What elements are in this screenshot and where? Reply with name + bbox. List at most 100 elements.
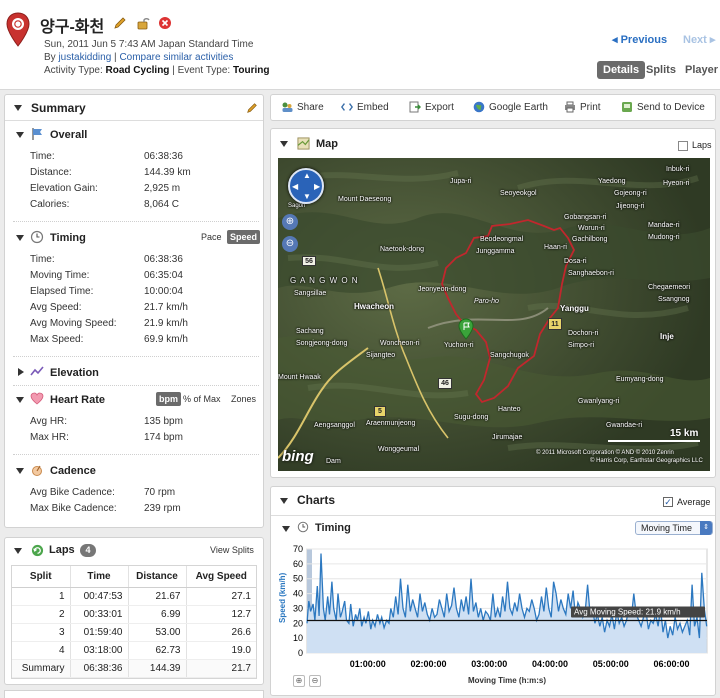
cell-distance: 53.00: [128, 623, 187, 642]
toggle-pace[interactable]: Pace: [201, 232, 222, 242]
average-speed-callout: Avg Moving Speed: 21.9 km/h: [571, 606, 705, 618]
pan-control[interactable]: ▲ ▼ ◀ ▶: [288, 168, 324, 204]
pan-left-icon[interactable]: ◀: [292, 182, 299, 191]
cell-distance: 6.99: [128, 605, 187, 624]
summary-title: Summary: [31, 101, 86, 115]
expand-elevation-icon[interactable]: [18, 368, 24, 376]
map-place-label: Jijeong-ri: [616, 203, 645, 210]
byline-separator: |: [114, 52, 117, 63]
route-map[interactable]: Sagon Jupa-ri Seoyeokgol Yaedong Gojeong…: [278, 158, 710, 471]
tab-player[interactable]: Player: [685, 64, 719, 76]
average-checkbox[interactable]: ✓: [663, 497, 673, 507]
toggle-speed[interactable]: Speed: [227, 230, 261, 244]
col-split[interactable]: Split: [12, 566, 71, 588]
tab-details[interactable]: Details: [597, 61, 646, 79]
embed-button[interactable]: Embed: [341, 101, 389, 113]
map-place-label: Paro-ho: [474, 298, 499, 305]
previous-arrow-icon: ◂: [612, 34, 618, 46]
map-place-label: Aengsanggol: [314, 422, 355, 429]
print-button[interactable]: Print: [564, 101, 601, 113]
timing-label: Max Speed:: [30, 334, 84, 345]
chart-zoom-in-icon[interactable]: ⊕: [293, 675, 305, 687]
laps-refresh-icon: [31, 544, 44, 557]
col-avg-speed[interactable]: Avg Speed: [186, 566, 256, 588]
laps-checkbox[interactable]: [678, 141, 688, 151]
tab-splits[interactable]: Splits: [646, 64, 676, 76]
table-row[interactable]: 3 01:59:40 53.00 26.6: [12, 623, 256, 642]
map-place-label: Yaedong: [598, 178, 626, 185]
activity-type-value: Road Cycling: [105, 65, 170, 76]
table-row[interactable]: 2 00:33:01 6.99 12.7: [12, 605, 256, 624]
event-type-label: | Event Type:: [172, 65, 231, 76]
y-axis-ticks: 0 10 20 30 40 50 60 70: [293, 544, 303, 658]
map-place-label: Mount Hwaak: [278, 374, 321, 381]
col-time[interactable]: Time: [70, 566, 129, 588]
share-button[interactable]: Share: [281, 101, 324, 113]
edit-pencil-icon[interactable]: [113, 16, 127, 30]
next-label: Next: [683, 34, 707, 46]
collapse-map-icon[interactable]: [280, 141, 288, 147]
table-row[interactable]: 1 00:47:53 21.67 27.1: [12, 587, 256, 606]
collapse-laps-icon[interactable]: [14, 548, 22, 554]
timing-value: 21.9 km/h: [144, 318, 188, 329]
y-tick-label: 0: [298, 648, 303, 658]
collapse-heart-rate-icon[interactable]: [16, 397, 24, 403]
previous-link[interactable]: ◂ Previous: [612, 33, 667, 46]
compare-similar-link[interactable]: Compare similar activities: [119, 52, 234, 63]
map-place-label: Ssangnog: [658, 296, 690, 303]
clock-icon: [30, 230, 44, 244]
collapse-timing-icon[interactable]: [16, 235, 24, 241]
delete-icon[interactable]: [158, 16, 172, 30]
pan-up-icon[interactable]: ▲: [303, 171, 311, 180]
cell-avg-speed: 27.1: [186, 587, 256, 606]
pan-right-icon[interactable]: ▶: [314, 182, 321, 191]
pan-down-icon[interactable]: ▼: [303, 192, 311, 201]
table-summary-row: Summary 06:38:36 144.39 21.7: [12, 659, 256, 678]
toggle-zones[interactable]: Zones: [231, 394, 257, 404]
export-icon: [409, 101, 421, 113]
toggle-bpm[interactable]: bpm: [156, 392, 181, 406]
overall-value: 2,925 m: [144, 183, 181, 194]
edit-summary-icon[interactable]: [246, 102, 258, 114]
send-to-device-button[interactable]: Send to Device: [621, 101, 705, 113]
map-place-label: Naetook-dong: [380, 246, 424, 253]
overall-label: Time:: [30, 151, 55, 162]
map-place-label: Woncheon-ri: [380, 340, 420, 347]
table-row[interactable]: 4 03:18:00 62.73 19.0: [12, 641, 256, 660]
start-marker-icon[interactable]: [458, 318, 474, 340]
map-place-label: Wonggeumal: [378, 446, 420, 453]
previous-label: Previous: [620, 34, 668, 46]
map-place-label: Hyeon-ri: [663, 180, 690, 187]
map-place-label: Jeonyeon-dong: [418, 286, 467, 293]
export-button[interactable]: Export: [409, 101, 454, 113]
toggle-percent-max[interactable]: % of Max: [183, 394, 221, 404]
y-axis-scrollbar[interactable]: [307, 549, 312, 653]
select-arrows-icon: ⇕: [700, 521, 712, 535]
collapse-charts-icon[interactable]: [280, 498, 288, 504]
x-axis-select[interactable]: Moving Time ⇕: [635, 521, 713, 535]
collapse-overall-icon[interactable]: [16, 132, 24, 138]
map-place-label: Yanggu: [560, 304, 589, 313]
map-place-label: Jupa-ri: [450, 178, 472, 185]
collapse-summary-icon[interactable]: [14, 105, 22, 111]
chart-zoom-out-icon[interactable]: ⊖: [309, 675, 321, 687]
collapse-timing-chart-icon[interactable]: [282, 526, 290, 532]
lock-open-icon[interactable]: [136, 16, 150, 30]
col-distance[interactable]: Distance: [128, 566, 187, 588]
view-splits-link[interactable]: View Splits: [210, 545, 254, 555]
cell-time: 00:33:01: [70, 605, 129, 624]
map-place-label: Sachang: [296, 328, 324, 335]
zoom-in-icon[interactable]: ⊕: [282, 214, 298, 230]
next-link[interactable]: Next ▸: [683, 33, 715, 46]
y-tick-label: 70: [293, 544, 303, 554]
speed-chart[interactable]: 0 10 20 30 40 50 60 70 01:00:00 02:00:00 03:00:00…: [275, 541, 715, 693]
collapse-cadence-icon[interactable]: [16, 468, 24, 474]
zoom-out-icon[interactable]: ⊖: [282, 236, 298, 252]
cell-split: Summary: [12, 659, 71, 678]
google-earth-button[interactable]: Google Earth: [473, 101, 548, 113]
heart-icon: [30, 392, 44, 405]
map-copyright: © 2011 Microsoft Corporation © AND © 201…: [536, 450, 674, 456]
map-place-label: Mudong-ri: [648, 234, 680, 241]
user-link[interactable]: justakidding: [58, 52, 112, 63]
map-place-label: Eumyang-dong: [616, 376, 664, 383]
